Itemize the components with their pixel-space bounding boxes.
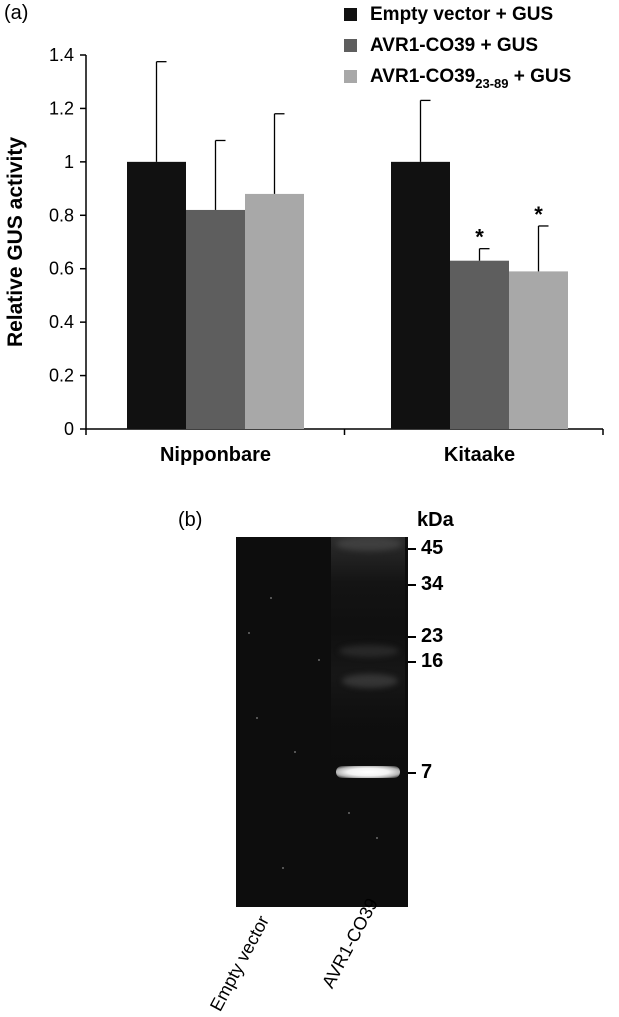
legend-swatch-2 xyxy=(344,70,357,83)
bar-nipponbare-series-2 xyxy=(245,193,304,429)
marker-34: 34 xyxy=(421,573,444,595)
significance-asterisk: * xyxy=(475,225,484,250)
avr1-co39-band xyxy=(336,766,400,778)
y-tick-label: 0.6 xyxy=(49,259,74,279)
y-tick-label: 1.4 xyxy=(49,45,74,65)
marker-tick-7 xyxy=(408,772,416,774)
gel-speck xyxy=(376,837,378,839)
kda-unit-label: kDa xyxy=(417,509,454,531)
marker-45: 45 xyxy=(421,537,444,559)
bar-kitaake-series-0 xyxy=(391,161,450,429)
y-tick-label: 0.2 xyxy=(49,366,74,386)
marker-16: 16 xyxy=(421,650,444,672)
panel-a-label: (a) xyxy=(4,2,29,24)
legend-swatch-1 xyxy=(344,39,357,52)
gel-image xyxy=(236,537,408,907)
gel-speck xyxy=(282,867,284,869)
gel-speck xyxy=(256,717,258,719)
marker-tick-34 xyxy=(408,584,416,586)
gel-speck xyxy=(318,659,320,661)
legend-swatch-0 xyxy=(344,8,357,21)
legend-label-1: AVR1-CO39 + GUS xyxy=(370,35,538,56)
category-label-kitaake: Kitaake xyxy=(444,444,515,466)
y-axis-title: Relative GUS activity xyxy=(4,137,27,347)
y-tick-label: 1 xyxy=(64,152,74,172)
marker-7: 7 xyxy=(421,761,433,783)
y-tick-label: 0 xyxy=(64,419,74,439)
bar-kitaake-series-1 xyxy=(450,260,509,429)
marker-tick-45 xyxy=(408,548,416,550)
gel-speck xyxy=(294,751,296,753)
significance-asterisk: * xyxy=(534,202,543,227)
marker-tick-16 xyxy=(408,661,416,663)
bar-nipponbare-series-1 xyxy=(186,209,245,429)
gel-speck xyxy=(270,597,272,599)
avr1-lane-smear xyxy=(331,537,405,767)
gel-smear-blob xyxy=(342,674,398,688)
bar-kitaake-series-2 xyxy=(509,271,568,429)
y-tick-label: 1.2 xyxy=(49,98,74,118)
lane-label-avr1-co39: AVR1-CO39 xyxy=(318,894,382,992)
marker-23: 23 xyxy=(421,625,444,647)
gel-smear-blob xyxy=(339,645,399,657)
marker-tick-23 xyxy=(408,636,416,638)
panel-b-label: (b) xyxy=(178,509,203,531)
legend-label-2: AVR1-CO3923-89 + GUS xyxy=(370,66,571,91)
relative-gus-activity-chart: 0 0.2 0.4 0.6 0.8 1 1.2 1.4 Relative GUS activit… xyxy=(4,4,604,466)
legend-label-0: Empty vector + GUS xyxy=(370,4,553,25)
bar-nipponbare-series-0 xyxy=(127,161,186,429)
gel-speck xyxy=(248,632,250,634)
y-tick-label: 0.8 xyxy=(49,205,74,225)
y-tick-label: 0.4 xyxy=(49,312,74,332)
gel-smear-blob xyxy=(336,537,402,551)
lane-label-empty-vector: Empty vector xyxy=(206,912,273,1015)
category-label-nipponbare: Nipponbare xyxy=(160,444,271,466)
western-blot-panel: (b) kDa 45 34 23 16 7 Empty vector AVR1-… xyxy=(0,495,619,1017)
gel-speck xyxy=(348,812,350,814)
